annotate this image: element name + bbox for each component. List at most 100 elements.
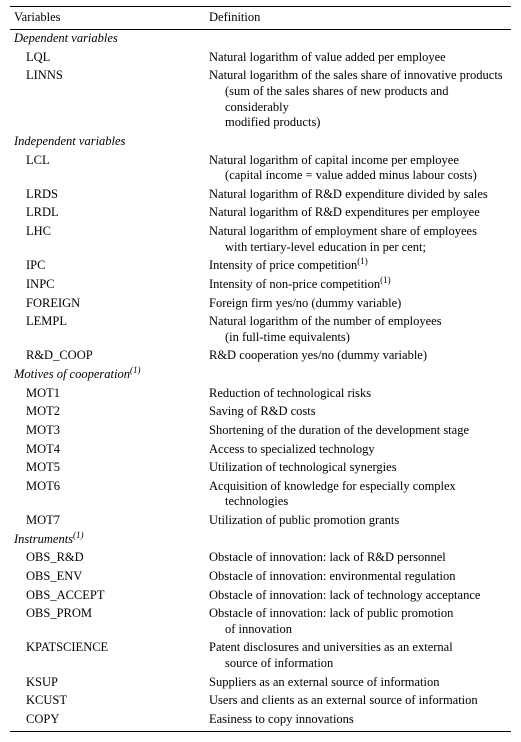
table-row: OBS_R&D Obstacle of innovation: lack of … (10, 549, 511, 568)
def-line: technologies (209, 494, 507, 510)
var-def: Natural logarithm of R&D expenditure div… (205, 185, 511, 204)
var-def: Obstacle of innovation: environmental re… (205, 567, 511, 586)
table-row: LHC Natural logarithm of employment shar… (10, 223, 511, 257)
section-label: Dependent variables (10, 29, 511, 48)
def-line: source of information (209, 656, 507, 672)
section-label-text: Instruments (14, 532, 73, 546)
def-line: (sum of the sales shares of new products… (209, 84, 507, 115)
table-row: MOT6 Acquisition of knowledge for especi… (10, 477, 511, 511)
var-def: Obstacle of innovation: lack of technolo… (205, 586, 511, 605)
var-name: KCUST (10, 692, 205, 711)
def-line: Obstacle of innovation: lack of public p… (209, 606, 453, 620)
table-row: LRDL Natural logarithm of R&D expenditur… (10, 204, 511, 223)
var-def: Users and clients as an external source … (205, 692, 511, 711)
footnote-marker: (1) (73, 529, 84, 539)
var-name: COPY (10, 710, 205, 729)
table-row: LCL Natural logarithm of capital income … (10, 151, 511, 185)
var-name: LINNS (10, 67, 205, 133)
var-name: MOT6 (10, 477, 205, 511)
var-name: KPATSCIENCE (10, 639, 205, 673)
table-row: KSUP Suppliers as an external source of … (10, 673, 511, 692)
section-label: Independent variables (10, 132, 511, 151)
footnote-marker: (1) (357, 256, 368, 266)
bottom-rule (10, 729, 511, 732)
table-row: OBS_ACCEPT Obstacle of innovation: lack … (10, 586, 511, 605)
footnote-marker: (1) (380, 275, 391, 285)
table-row: LQL Natural logarithm of value added per… (10, 48, 511, 67)
var-def: Access to specialized technology (205, 440, 511, 459)
var-name: LHC (10, 223, 205, 257)
table-row: MOT7 Utilization of public promotion gra… (10, 512, 511, 531)
table-row: MOT1 Reduction of technological risks (10, 384, 511, 403)
table-row: MOT2 Saving of R&D costs (10, 403, 511, 422)
var-name: OBS_ENV (10, 567, 205, 586)
def-line: Intensity of price competition (209, 258, 357, 272)
var-def: Intensity of price competition(1) (205, 257, 511, 276)
table-row: R&D_COOP R&D cooperation yes/no (dummy v… (10, 347, 511, 366)
var-name: LCL (10, 151, 205, 185)
table-row: LRDS Natural logarithm of R&D expenditur… (10, 185, 511, 204)
var-def: Obstacle of innovation: lack of R&D pers… (205, 549, 511, 568)
var-def: R&D cooperation yes/no (dummy variable) (205, 347, 511, 366)
def-line: Intensity of non-price competition (209, 277, 380, 291)
def-line: (capital income = value added minus labo… (209, 168, 507, 184)
var-name: LEMPL (10, 313, 205, 347)
var-name: LRDL (10, 204, 205, 223)
var-name: FOREIGN (10, 294, 205, 313)
var-def: Easiness to copy innovations (205, 710, 511, 729)
table-row: OBS_ENV Obstacle of innovation: environm… (10, 567, 511, 586)
def-line: (in full-time equivalents) (209, 330, 507, 346)
var-name: INPC (10, 275, 205, 294)
var-def: Utilization of technological synergies (205, 459, 511, 478)
var-name: OBS_PROM (10, 605, 205, 639)
def-line: Natural logarithm of capital income per … (209, 153, 459, 167)
var-def: Shortening of the duration of the develo… (205, 421, 511, 440)
var-def: Natural logarithm of the number of emplo… (205, 313, 511, 347)
var-def: Foreign firm yes/no (dummy variable) (205, 294, 511, 313)
var-def: Natural logarithm of value added per emp… (205, 48, 511, 67)
table-row: MOT5 Utilization of technological synerg… (10, 459, 511, 478)
var-name: MOT1 (10, 384, 205, 403)
var-def: Intensity of non-price competition(1) (205, 275, 511, 294)
var-def: Reduction of technological risks (205, 384, 511, 403)
def-line: modified products) (209, 115, 507, 131)
section-label-text: Motives of cooperation (14, 367, 130, 381)
def-line: Acquisition of knowledge for especially … (209, 479, 456, 493)
var-name: KSUP (10, 673, 205, 692)
table-row: MOT4 Access to specialized technology (10, 440, 511, 459)
table-row: FOREIGN Foreign firm yes/no (dummy varia… (10, 294, 511, 313)
var-name: MOT2 (10, 403, 205, 422)
def-line: Natural logarithm of employment share of… (209, 224, 477, 238)
table-row: IPC Intensity of price competition(1) (10, 257, 511, 276)
var-name: R&D_COOP (10, 347, 205, 366)
table-row: LEMPL Natural logarithm of the number of… (10, 313, 511, 347)
var-name: MOT5 (10, 459, 205, 478)
var-def: Saving of R&D costs (205, 403, 511, 422)
var-def: Acquisition of knowledge for especially … (205, 477, 511, 511)
var-def: Patent disclosures and universities as a… (205, 639, 511, 673)
var-name: OBS_R&D (10, 549, 205, 568)
var-name: MOT4 (10, 440, 205, 459)
section-label: Instruments(1) (10, 530, 511, 549)
section-dependent: Dependent variables (10, 29, 511, 48)
table-row: LINNS Natural logarithm of the sales sha… (10, 67, 511, 133)
section-motives: Motives of cooperation(1) (10, 366, 511, 385)
def-line: of innovation (209, 622, 507, 638)
col-header-definition: Definition (205, 7, 511, 30)
var-name: LRDS (10, 185, 205, 204)
var-def: Natural logarithm of the sales share of … (205, 67, 511, 133)
var-def: Utilization of public promotion grants (205, 512, 511, 531)
footnote-marker: (1) (130, 365, 141, 375)
var-def: Natural logarithm of employment share of… (205, 223, 511, 257)
var-name: OBS_ACCEPT (10, 586, 205, 605)
var-def: Natural logarithm of capital income per … (205, 151, 511, 185)
section-independent: Independent variables (10, 132, 511, 151)
def-line: Natural logarithm of the number of emplo… (209, 314, 442, 328)
var-name: LQL (10, 48, 205, 67)
col-header-variables: Variables (10, 7, 205, 30)
var-name: IPC (10, 257, 205, 276)
def-line: Natural logarithm of the sales share of … (209, 68, 503, 82)
section-label: Motives of cooperation(1) (10, 366, 511, 385)
table-row: COPY Easiness to copy innovations (10, 710, 511, 729)
def-line: with tertiary-level education in per cen… (209, 240, 507, 256)
